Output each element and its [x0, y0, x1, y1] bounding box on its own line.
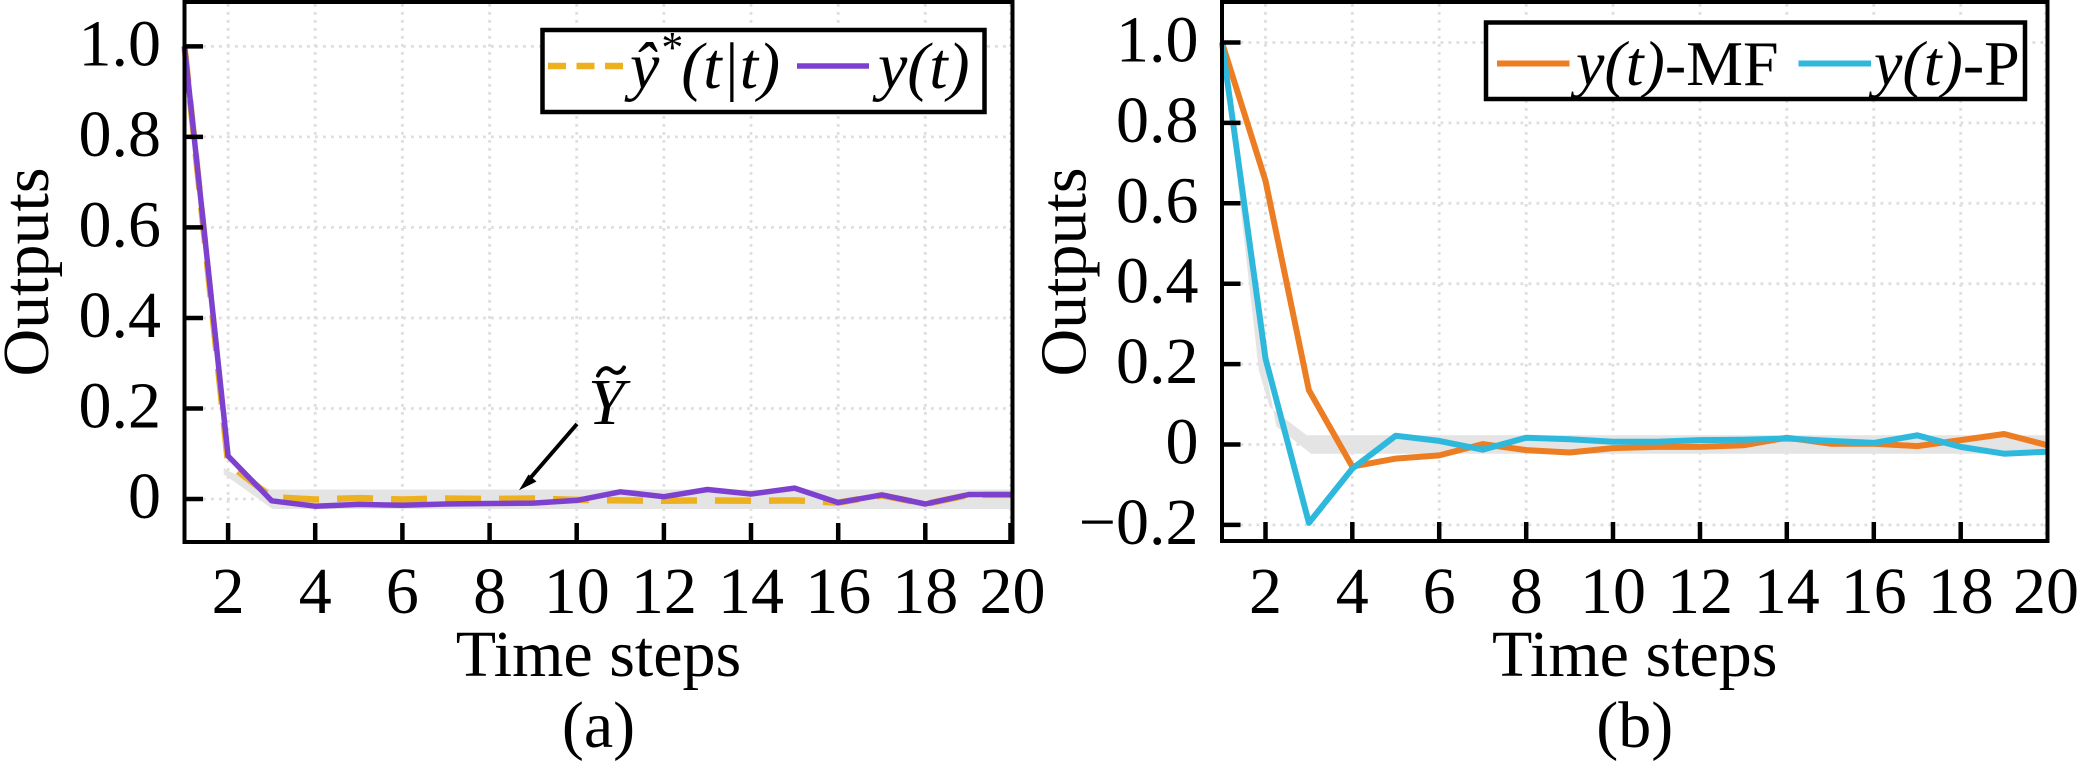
- svg-text:16: 16: [1841, 555, 1907, 628]
- svg-text:0: 0: [1166, 406, 1199, 479]
- svg-text:18: 18: [892, 555, 958, 628]
- svg-text:16: 16: [805, 555, 871, 628]
- svg-text:0.4: 0.4: [1116, 245, 1199, 318]
- svg-text:0: 0: [128, 460, 161, 533]
- svg-text:10: 10: [544, 555, 610, 628]
- svg-text:Time steps: Time steps: [456, 618, 741, 691]
- svg-text:10: 10: [1580, 555, 1646, 628]
- svg-text:0.2: 0.2: [79, 370, 162, 443]
- svg-text:2: 2: [1249, 555, 1282, 628]
- svg-text:6: 6: [1423, 555, 1456, 628]
- svg-text:12: 12: [631, 555, 697, 628]
- svg-text:0.8: 0.8: [1116, 84, 1199, 157]
- svg-text:Time steps: Time steps: [1492, 618, 1777, 691]
- svg-text:0.2: 0.2: [1116, 325, 1199, 398]
- svg-text:(a): (a): [562, 689, 635, 762]
- svg-text:20: 20: [980, 555, 1046, 628]
- svg-text:(b): (b): [1596, 689, 1673, 762]
- svg-text:12: 12: [1667, 555, 1733, 628]
- svg-text:1.0: 1.0: [1116, 4, 1199, 77]
- svg-text:y(t)-P: y(t)-P: [1868, 28, 2020, 99]
- svg-text:0.8: 0.8: [79, 98, 162, 171]
- svg-text:14: 14: [1754, 555, 1820, 628]
- svg-text:1.0: 1.0: [79, 7, 162, 80]
- svg-text:−0.2: −0.2: [1079, 486, 1199, 559]
- svg-text:14: 14: [718, 555, 784, 628]
- svg-text:8: 8: [473, 555, 506, 628]
- svg-text:18: 18: [1928, 555, 1994, 628]
- svg-text:4: 4: [1336, 555, 1369, 628]
- svg-text:0.4: 0.4: [79, 279, 162, 352]
- svg-text:y(t): y(t): [872, 30, 970, 103]
- svg-text:4: 4: [299, 555, 332, 628]
- svg-text:20: 20: [2013, 555, 2079, 628]
- svg-text:ŷ*(t|t): ŷ*(t|t): [624, 23, 780, 103]
- svg-text:0.6: 0.6: [79, 188, 162, 261]
- svg-text:8: 8: [1510, 555, 1543, 628]
- svg-text:Outputs: Outputs: [1028, 167, 1101, 376]
- svg-text:2: 2: [212, 555, 245, 628]
- svg-text:y(t)-MF: y(t)-MF: [1570, 28, 1779, 99]
- svg-text:Outputs: Outputs: [0, 167, 63, 376]
- svg-text:0.6: 0.6: [1116, 164, 1199, 237]
- svg-text:6: 6: [386, 555, 419, 628]
- svg-text:Y: Y: [588, 366, 631, 439]
